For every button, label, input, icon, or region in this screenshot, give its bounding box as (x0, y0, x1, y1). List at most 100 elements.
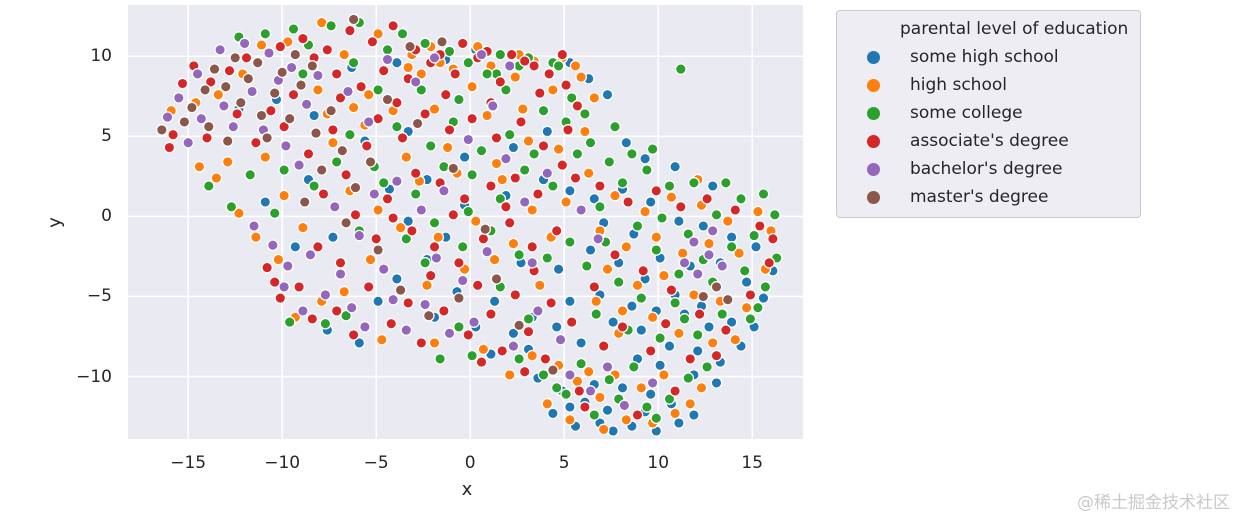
scatter-point (372, 204, 384, 216)
scatter-point (193, 160, 206, 173)
scatter-point (274, 292, 287, 304)
scatter-point (317, 188, 330, 200)
scatter-point (362, 116, 375, 128)
scatter-point (391, 120, 403, 133)
scatter-point (263, 47, 275, 59)
x-tick-label: −15 (170, 453, 207, 473)
scatter-point (703, 248, 715, 261)
scatter-point (251, 56, 264, 69)
scatter-point (334, 92, 347, 104)
scatter-point (650, 244, 663, 256)
scatter-point (415, 204, 428, 216)
scatter-point (481, 109, 493, 122)
scatter-point (381, 93, 394, 106)
scatter-point (394, 221, 407, 234)
scatter-point (669, 407, 681, 420)
scatter-point (706, 180, 719, 192)
y-tick-label: 5 (101, 126, 112, 147)
legend-item-label: bachelor's degree (910, 159, 1063, 179)
scatter-point (594, 180, 606, 192)
scatter-point (659, 317, 672, 330)
scatter-point (428, 103, 441, 115)
scatter-point (676, 247, 689, 260)
scatter-point (513, 248, 525, 261)
scatter-point (673, 268, 685, 280)
scatter-point (601, 361, 614, 373)
scatter-point (469, 215, 482, 228)
scatter-point (575, 204, 587, 216)
scatter-point (404, 40, 416, 53)
scatter-point (620, 136, 633, 149)
scatter-point (669, 160, 681, 173)
scatter-point (637, 264, 650, 277)
scatter-point (488, 295, 501, 308)
scatter-point (259, 27, 272, 40)
scatter-point (377, 263, 390, 276)
scatter-point (278, 164, 290, 176)
scatter-point (575, 337, 587, 349)
scatter-point (631, 279, 644, 292)
y-tick-label: 0 (101, 206, 112, 227)
scatter-point (308, 180, 320, 192)
scatter-point (682, 372, 695, 384)
scatter-point (415, 337, 428, 349)
scatter-point (509, 172, 522, 184)
scatter-point (381, 192, 394, 205)
legend: parental level of education some high sc… (836, 10, 1141, 218)
scatter-point (485, 308, 497, 320)
scatter-point (580, 260, 593, 272)
scatter-point (214, 43, 226, 56)
scatter-point (691, 329, 704, 341)
scatter-point (428, 51, 441, 64)
scatter-point (421, 279, 433, 292)
scatter-point (515, 116, 527, 128)
x-tick-label: 10 (647, 453, 670, 473)
scatter-point (345, 301, 358, 314)
scatter-point (669, 385, 681, 397)
scatter-point (372, 27, 384, 40)
scatter-point (588, 281, 601, 293)
scatter-point (757, 292, 770, 304)
scatter-point (682, 228, 695, 240)
x-tick-label: 0 (464, 453, 476, 473)
scatter-point (406, 224, 418, 237)
scatter-point (693, 308, 706, 320)
scatter-point (688, 176, 700, 189)
scatter-point (740, 276, 753, 288)
scatter-point (691, 345, 704, 357)
x-tick-label: −5 (363, 453, 389, 473)
scatter-point (199, 84, 211, 96)
scatter-point (582, 365, 595, 378)
scatter-point (594, 200, 606, 213)
scatter-point (338, 285, 351, 298)
scatter-point (554, 333, 567, 346)
scatter-point (210, 172, 223, 184)
scatter-point (330, 305, 343, 317)
y-tick-label: −5 (86, 286, 112, 307)
scatter-point (293, 159, 305, 171)
scatter-point (453, 256, 465, 269)
scatter-point (721, 293, 734, 306)
scatter-point (468, 316, 480, 328)
scatter-point (550, 321, 563, 333)
scatter-point (453, 292, 465, 304)
scatter-point (716, 260, 729, 272)
scatter-point (526, 349, 539, 362)
scatter-point (336, 144, 349, 157)
scatter-point (430, 252, 443, 264)
scatter-point (396, 132, 409, 144)
scatter-point (594, 391, 606, 404)
scatter-point (330, 68, 343, 80)
scatter-point (752, 301, 764, 314)
scatter-point (283, 316, 296, 328)
scatter-point (564, 236, 576, 248)
scatter-point (590, 308, 603, 320)
scatter-point (584, 385, 597, 397)
scatter-point (195, 112, 208, 125)
scatter-point (272, 253, 285, 266)
scatter-point (601, 404, 614, 417)
x-tick-label: 5 (558, 453, 570, 473)
scatter-point (302, 148, 315, 160)
scatter-point (278, 281, 290, 293)
scatter-point (635, 292, 648, 304)
